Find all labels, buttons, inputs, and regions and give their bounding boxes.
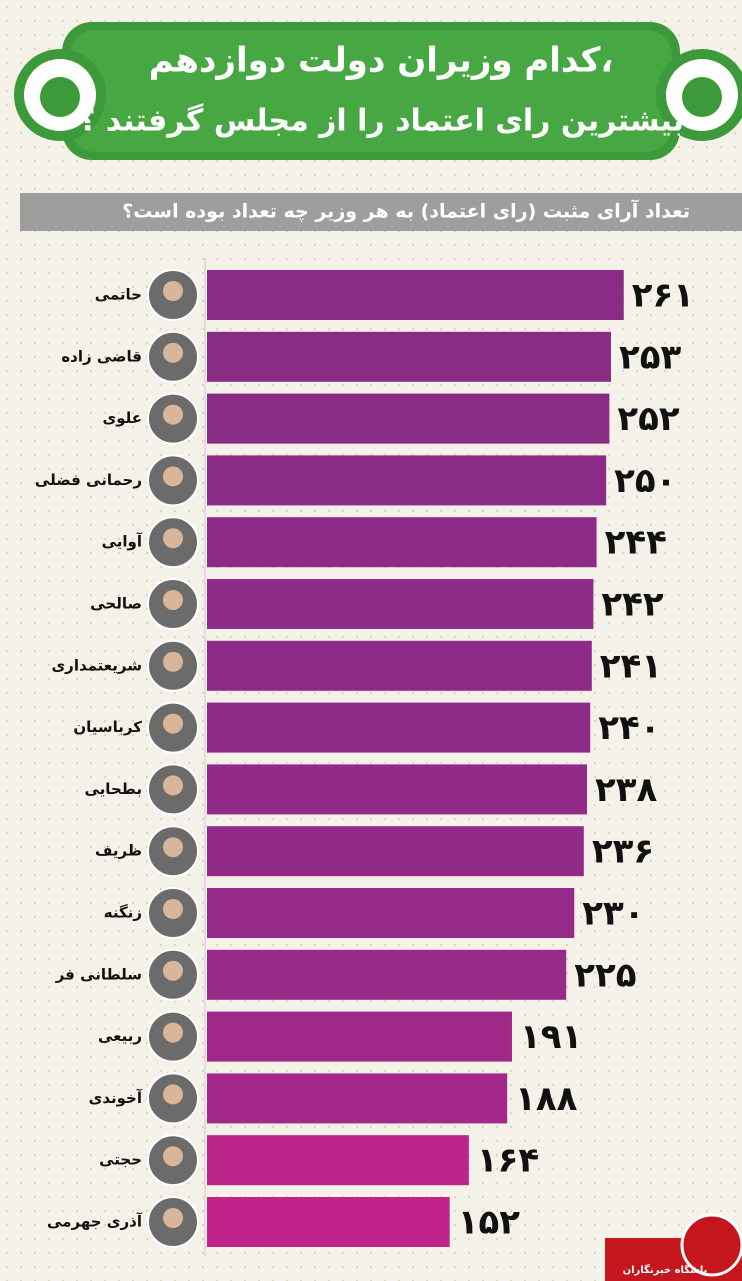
bar xyxy=(207,949,567,1000)
value-label: ۲۴۰ xyxy=(598,708,660,748)
category-label: آذری جهرمی xyxy=(47,1213,143,1231)
bar xyxy=(207,1135,469,1186)
chart-subtitle: تعداد آرای مثبت (رای اعتماد) به هر وزیر … xyxy=(122,199,690,223)
bar xyxy=(207,888,575,938)
bar xyxy=(207,270,624,320)
avatar-face xyxy=(163,1208,183,1228)
category-label: ربیعی xyxy=(98,1027,142,1045)
chart-title-line: بیشترین رای اعتماد را از مجلس گرفتند ؟ xyxy=(78,103,684,139)
avatar-face xyxy=(163,590,183,610)
value-label: ۱۸۸ xyxy=(515,1079,578,1119)
category-label: رحمانی فضلی xyxy=(35,471,142,489)
value-label: ۲۵۳ xyxy=(619,337,682,377)
bar xyxy=(207,1073,508,1124)
avatar-face xyxy=(163,342,183,363)
avatar-face xyxy=(163,466,183,487)
avatar-face xyxy=(163,775,183,796)
bar xyxy=(207,640,592,691)
value-label: ۲۶۱ xyxy=(632,276,694,316)
avatar-face xyxy=(163,713,183,734)
value-label: ۲۴۱ xyxy=(600,646,662,686)
avatar-face xyxy=(163,281,183,301)
bar xyxy=(207,517,597,568)
bar xyxy=(207,702,591,753)
category-label: آوایی xyxy=(102,533,143,551)
value-label: ۲۴۴ xyxy=(605,523,667,563)
category-label: قاضی زاده xyxy=(61,347,142,365)
avatar-face xyxy=(163,651,183,672)
source: باشگاه خبرنگاران xyxy=(623,1263,708,1276)
category-label: صالحی xyxy=(90,595,142,613)
source-logo xyxy=(680,1213,742,1277)
avatar-face xyxy=(163,1022,183,1043)
logo-right xyxy=(656,49,742,141)
category-label: کرباسیان xyxy=(73,718,142,736)
avatar-face xyxy=(163,837,183,858)
subtitle-bar xyxy=(20,193,742,231)
value-label: ۱۹۱ xyxy=(520,1017,582,1057)
category-label: علوی xyxy=(102,409,142,427)
chart-title-line: کدام وزیران دولت دوازدهم، xyxy=(149,41,614,81)
avatar-face xyxy=(163,899,183,919)
value-label: ۱۵۲ xyxy=(458,1203,521,1243)
value-label: ۲۳۰ xyxy=(582,894,644,934)
value-label: ۲۳۸ xyxy=(595,770,658,810)
bar xyxy=(207,331,611,382)
category-label: شریعتمداری xyxy=(51,656,142,674)
category-label: حاتمی xyxy=(95,286,142,304)
value-label: ۲۴۲ xyxy=(601,585,664,625)
logo-left xyxy=(14,49,106,141)
avatar-face xyxy=(163,1084,183,1105)
avatar-face xyxy=(163,960,183,981)
bar xyxy=(207,579,594,629)
category-label: سلطانی فر xyxy=(55,965,142,983)
value-label: ۲۵۲ xyxy=(617,399,680,439)
value-label: ۲۳۶ xyxy=(592,832,654,872)
category-label: آخوندی xyxy=(89,1089,143,1107)
bar xyxy=(207,1011,512,1062)
avatar-face xyxy=(163,404,183,425)
category-label: ظریف xyxy=(95,842,142,860)
value-label: ۱۶۴ xyxy=(477,1141,539,1181)
avatar-face xyxy=(163,528,183,549)
title-banner-inner xyxy=(70,30,672,152)
bar xyxy=(207,764,588,815)
avatar-face xyxy=(163,1146,183,1167)
bar xyxy=(207,826,584,877)
bar xyxy=(207,455,607,506)
bar xyxy=(207,1197,450,1247)
category-label: بطحایی xyxy=(85,780,143,798)
category-label: حجتی xyxy=(99,1151,142,1169)
value-label: ۲۵۰ xyxy=(614,461,676,501)
category-label: زنگنه xyxy=(104,904,142,922)
bar xyxy=(207,393,610,444)
value-label: ۲۲۵ xyxy=(574,955,636,995)
